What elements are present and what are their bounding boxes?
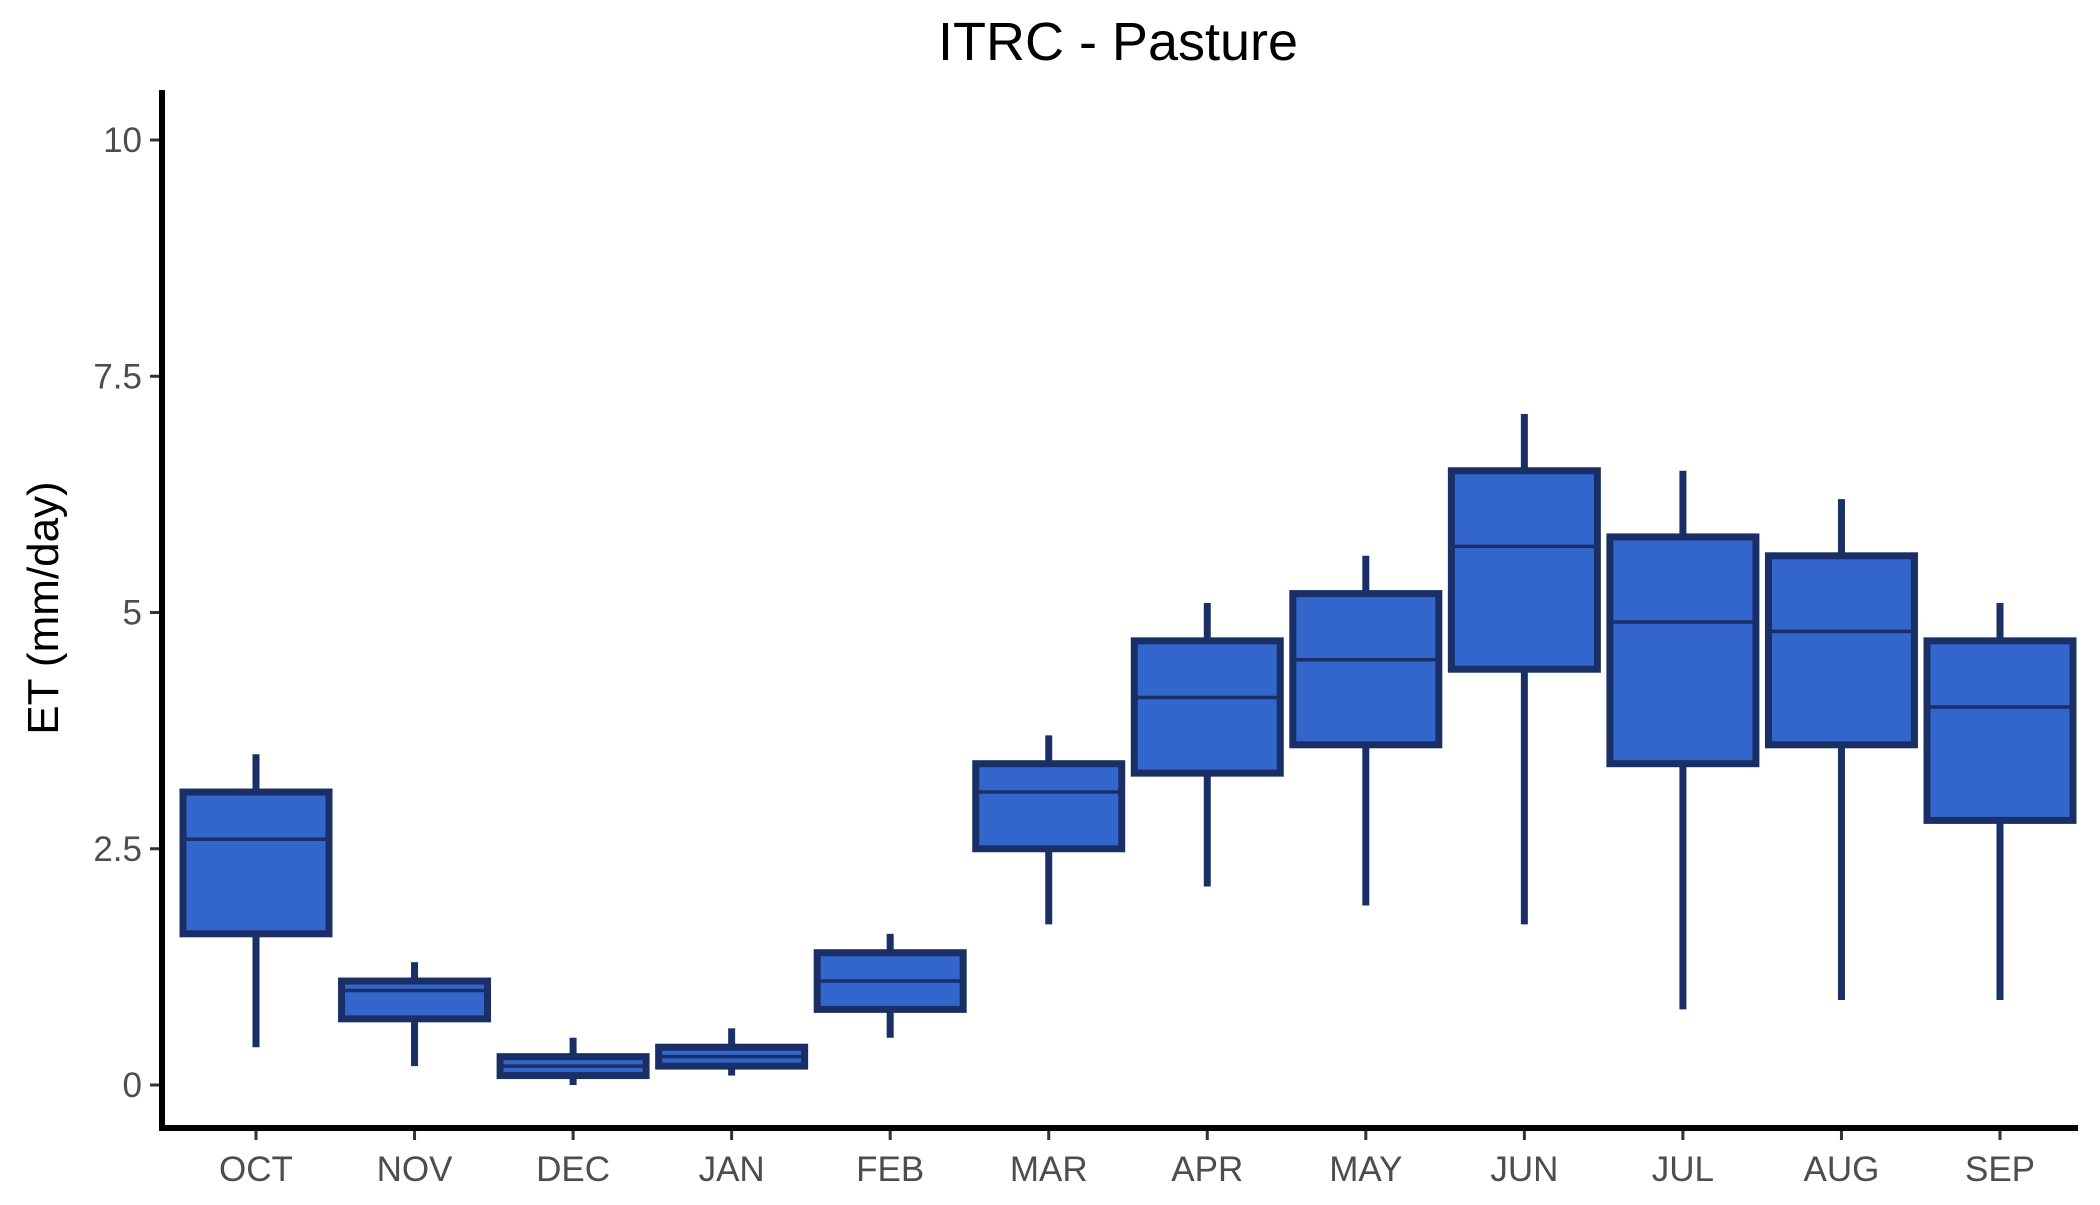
- x-tick-label: SEP: [1965, 1150, 2035, 1189]
- x-tick-label: NOV: [377, 1150, 454, 1189]
- box-series: [179, 414, 2077, 1085]
- y-tick-label: 10: [103, 121, 142, 160]
- box-iqr: [1130, 637, 1284, 777]
- box-may: [1289, 555, 1443, 906]
- box-jul: [1606, 470, 1760, 1010]
- box-jun: [1447, 414, 1601, 925]
- x-tick-label: APR: [1171, 1150, 1243, 1189]
- y-axis-title: ET (mm/day): [19, 481, 68, 734]
- box-iqr: [1606, 533, 1760, 768]
- y-tick-label: 2.5: [93, 830, 142, 869]
- x-tick-label: OCT: [219, 1150, 293, 1189]
- x-tick-label: MAR: [1010, 1150, 1088, 1189]
- x-tick-label: JAN: [699, 1150, 765, 1189]
- box-iqr: [1764, 552, 1918, 749]
- y-tick-label: 7.5: [93, 357, 142, 396]
- box-dec: [496, 1037, 650, 1085]
- x-axis-ticks: OCT NOV DEC JAN FEB MAR APR MAY JUN JUL AUG SEP: [219, 1128, 2035, 1189]
- x-tick-label: FEB: [856, 1150, 924, 1189]
- y-axis-ticks: 0 2.5 5 7.5 10: [93, 121, 162, 1105]
- box-iqr: [179, 788, 333, 938]
- y-tick-label: 5: [123, 594, 142, 633]
- x-tick-label: DEC: [536, 1150, 610, 1189]
- x-tick-label: JUN: [1490, 1150, 1558, 1189]
- x-tick-label: JUL: [1652, 1150, 1714, 1189]
- x-tick-label: MAY: [1329, 1150, 1402, 1189]
- y-tick-label: 0: [123, 1066, 142, 1105]
- box-oct: [179, 754, 333, 1048]
- box-iqr: [1447, 467, 1601, 673]
- x-tick-label: AUG: [1804, 1150, 1880, 1189]
- box-iqr: [338, 977, 492, 1023]
- chart-title: ITRC - Pasture: [938, 12, 1298, 72]
- box-jan: [655, 1028, 809, 1076]
- box-sep: [1923, 603, 2077, 1000]
- box-iqr: [1289, 590, 1443, 749]
- box-iqr: [1923, 637, 2077, 824]
- box-mar: [972, 735, 1126, 925]
- box-apr: [1130, 603, 1284, 887]
- box-nov: [338, 962, 492, 1067]
- box-aug: [1764, 499, 1918, 1000]
- box-feb: [813, 933, 967, 1038]
- box-iqr: [972, 760, 1126, 853]
